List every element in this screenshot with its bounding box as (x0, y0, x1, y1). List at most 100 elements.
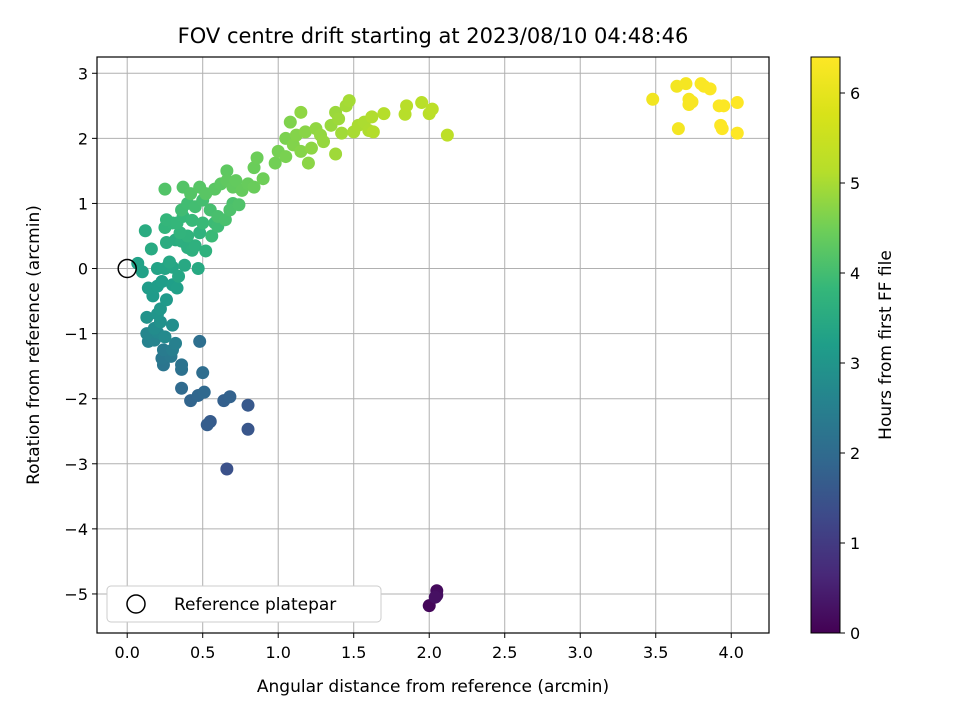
data-point (425, 102, 439, 116)
data-point (131, 256, 145, 270)
colorbar-ticks: 0 1 2 3 4 5 6 (840, 84, 860, 643)
data-point (730, 126, 744, 140)
data-point (155, 275, 169, 289)
data-point (377, 107, 391, 121)
data-point (196, 216, 210, 230)
data-point (173, 226, 187, 240)
data-point (178, 258, 192, 272)
data-point (268, 156, 282, 170)
x-tick-label: 2.0 (416, 643, 441, 662)
data-point (159, 235, 173, 249)
data-point (197, 385, 211, 399)
x-axis-ticks: 0.0 0.5 1.0 1.5 2.0 2.5 3.0 3.5 4.0 (114, 633, 744, 662)
data-point (685, 95, 699, 109)
colorbar-label: Hours from first FF file (876, 250, 896, 440)
y-tick-label: −5 (64, 585, 88, 604)
x-tick-label: 1.5 (341, 643, 366, 662)
y-axis-label: Rotation from reference (arcmin) (24, 205, 44, 485)
data-point (220, 164, 234, 178)
x-tick-label: 4.0 (719, 643, 744, 662)
data-point (646, 92, 660, 106)
x-tick-label: 3.5 (643, 643, 668, 662)
data-point (199, 244, 213, 258)
data-point (283, 115, 297, 129)
grid (97, 57, 769, 633)
data-point (715, 122, 729, 136)
y-tick-label: −2 (64, 390, 88, 409)
data-point (679, 77, 693, 91)
data-point (158, 182, 172, 196)
data-point (232, 198, 246, 212)
data-point (159, 213, 173, 227)
data-point (730, 96, 744, 110)
data-point (301, 156, 315, 170)
y-tick-label: −1 (64, 325, 88, 344)
data-point (365, 110, 379, 124)
data-point (158, 330, 172, 344)
data-point (717, 99, 731, 113)
plot-frame (96, 56, 770, 634)
data-point (220, 462, 234, 476)
data-point (162, 255, 176, 269)
data-point (256, 172, 270, 186)
data-points (131, 77, 744, 613)
data-point (218, 213, 232, 227)
colorbar-tick-label: 5 (850, 174, 860, 193)
data-point (229, 174, 243, 188)
data-point (317, 135, 331, 149)
y-tick-label: 0 (78, 260, 88, 279)
data-point (184, 187, 198, 201)
colorbar-tick-label: 2 (850, 444, 860, 463)
data-point (247, 180, 261, 194)
legend-marker (126, 594, 146, 614)
data-point (170, 281, 184, 295)
legend: Reference platepar (106, 585, 382, 623)
data-point (200, 418, 214, 432)
data-point (241, 422, 255, 436)
data-point (144, 242, 158, 256)
data-point (175, 358, 189, 372)
y-tick-label: 2 (78, 129, 88, 148)
y-tick-label: 3 (78, 64, 88, 83)
data-point (169, 336, 183, 350)
data-point (172, 269, 186, 283)
x-tick-label: 1.0 (265, 643, 290, 662)
y-tick-label: −4 (64, 520, 88, 539)
data-point (156, 343, 170, 357)
data-point (185, 213, 199, 227)
colorbar-tick-label: 4 (850, 264, 860, 283)
data-point (188, 239, 202, 253)
data-point (400, 99, 414, 113)
legend-label: Reference platepar (174, 595, 336, 615)
data-point (329, 147, 343, 161)
data-point (223, 390, 237, 404)
data-point (298, 125, 312, 139)
data-point (140, 310, 154, 324)
data-point (193, 226, 207, 240)
data-point (304, 141, 318, 155)
legend-box (106, 585, 382, 623)
data-point (294, 144, 308, 158)
colorbar-tick-label: 3 (850, 354, 860, 373)
y-tick-label: 1 (78, 194, 88, 213)
colorbar (810, 56, 841, 634)
data-point (205, 229, 219, 243)
data-point (440, 128, 454, 142)
x-axis-label: Angular distance from reference (arcmin) (257, 677, 609, 697)
data-point (415, 96, 429, 110)
data-point (671, 122, 685, 136)
chart-title: FOV centre drift starting at 2023/08/10 … (178, 24, 689, 48)
data-point (332, 112, 346, 126)
x-tick-label: 3.0 (568, 643, 593, 662)
data-point (342, 94, 356, 108)
data-point (335, 126, 349, 140)
colorbar-tick-label: 6 (850, 84, 860, 103)
y-axis-ticks: −5 −4 −3 −2 −1 0 1 2 3 (64, 64, 97, 604)
data-point (159, 293, 173, 307)
data-point (166, 318, 180, 332)
colorbar-tick-label: 1 (850, 534, 860, 553)
data-point (241, 398, 255, 412)
y-tick-label: −3 (64, 455, 88, 474)
colorbar-tick-label: 0 (850, 624, 860, 643)
